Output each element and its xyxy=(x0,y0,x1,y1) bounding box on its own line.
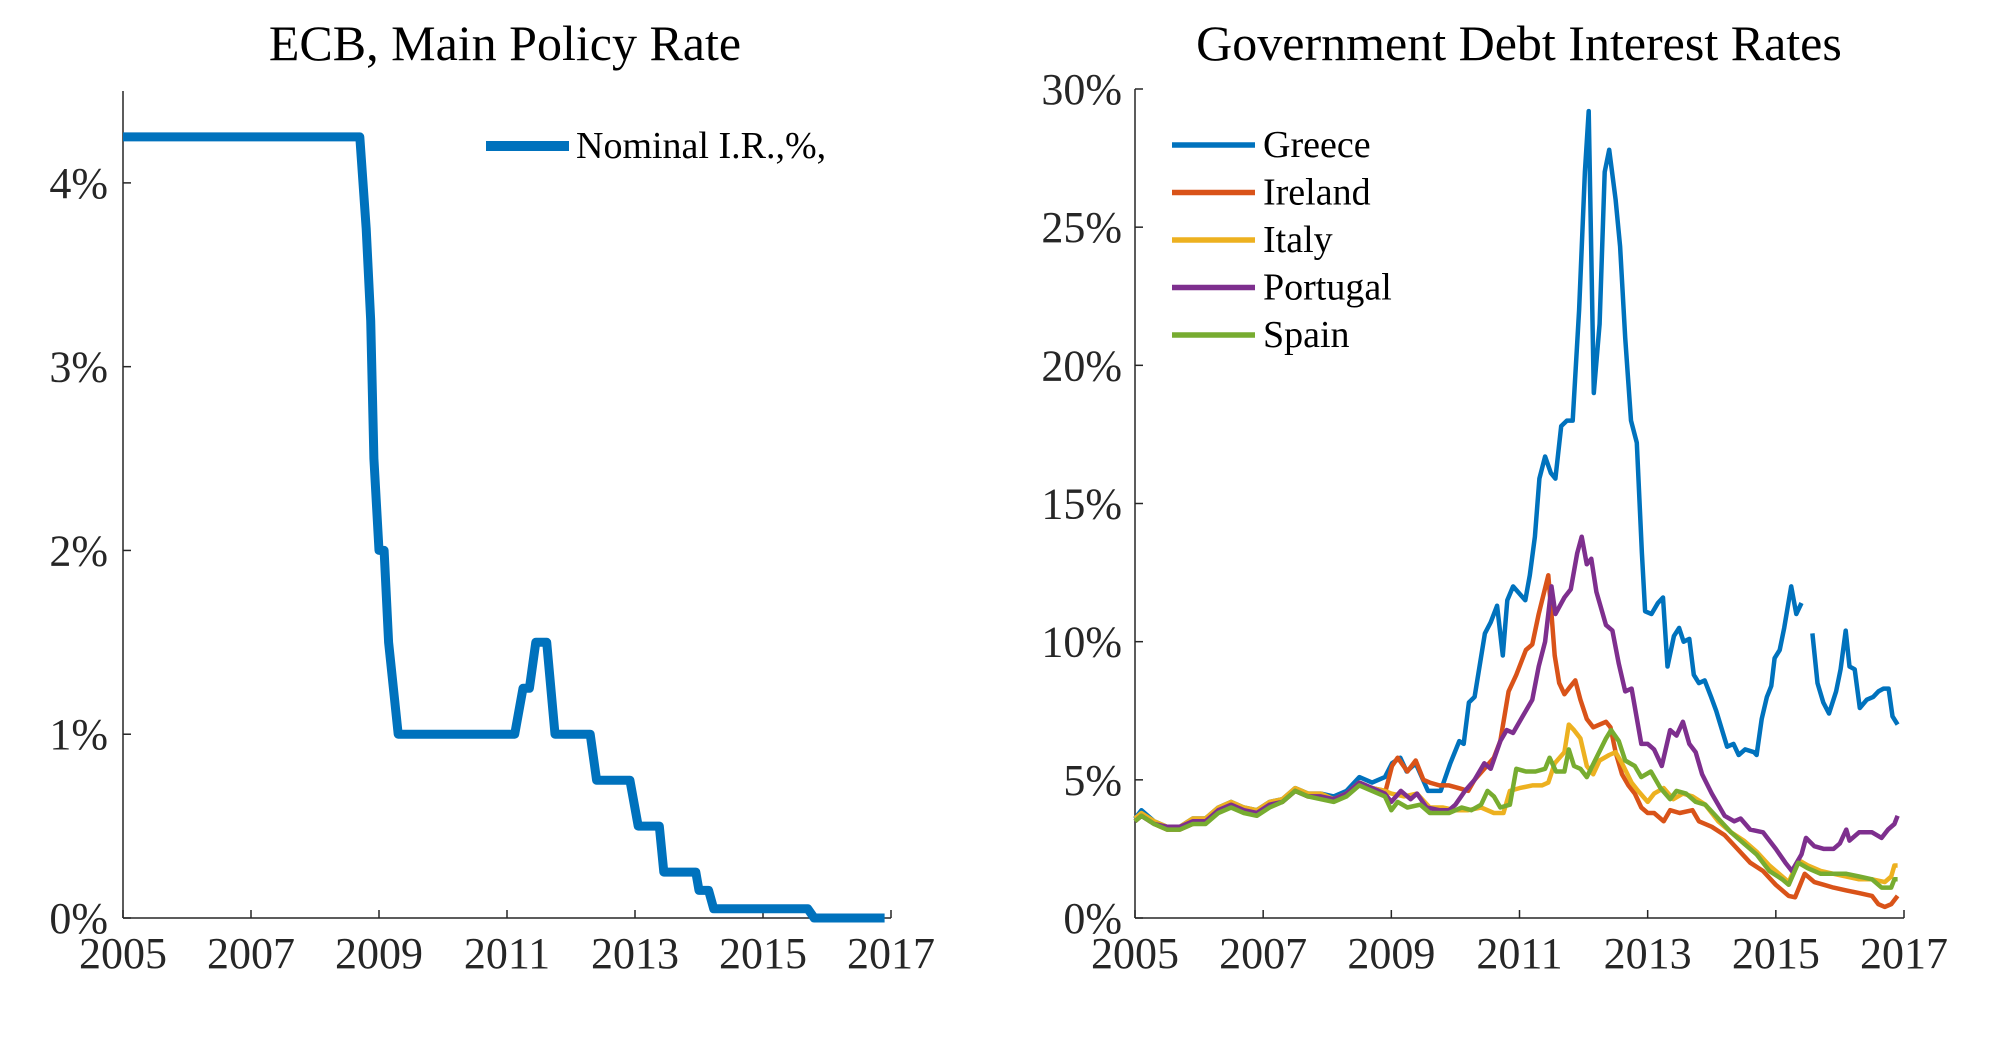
x-tick-label: 2011 xyxy=(464,929,550,978)
x-tick-label: 2013 xyxy=(591,929,679,978)
y-tick-label: 0% xyxy=(1063,894,1122,943)
y-tick-label: 10% xyxy=(1041,618,1122,667)
series-line-nominal-i-r xyxy=(123,132,885,923)
x-tick-label: 2013 xyxy=(1604,929,1692,978)
legend-label: Ireland xyxy=(1263,172,1371,214)
legend-label: Spain xyxy=(1263,314,1350,356)
series-line-spain xyxy=(1133,727,1898,890)
government-debt-rates-chart: Government Debt Interest Rates 2005 2007 2… xyxy=(1041,15,1948,978)
y-tick-label: 30% xyxy=(1041,65,1122,114)
y-tick-label: 15% xyxy=(1041,480,1122,529)
legend-label: Portugal xyxy=(1263,267,1392,309)
legend-label: Nominal I.R.,%, xyxy=(576,125,826,167)
y-tick-label: 1% xyxy=(49,710,108,759)
y-tick-label: 5% xyxy=(1063,756,1122,805)
y-tick-label: 25% xyxy=(1041,203,1122,252)
x-tick-label: 2009 xyxy=(335,929,423,978)
x-tick-label: 2017 xyxy=(1860,929,1948,978)
y-tick-label: 2% xyxy=(49,526,108,575)
y-tick-label: 4% xyxy=(49,159,108,208)
legend-label: Greece xyxy=(1263,124,1371,166)
x-tick-label: 2009 xyxy=(1347,929,1435,978)
x-tick-label: 2015 xyxy=(1732,929,1820,978)
x-tick-label: 2011 xyxy=(1476,929,1562,978)
chart-title: ECB, Main Policy Rate xyxy=(269,15,741,71)
ecb-policy-rate-chart: ECB, Main Policy Rate 2005 2007 2009 2011 20… xyxy=(49,15,935,978)
series-line-greece xyxy=(1810,628,1900,726)
x-tick-label: 2017 xyxy=(847,929,935,978)
y-tick-label: 0% xyxy=(49,894,108,943)
series-line-greece xyxy=(1133,108,1804,830)
legend-label: Italy xyxy=(1263,219,1333,261)
y-tick-label: 3% xyxy=(49,343,108,392)
y-tick-label: 20% xyxy=(1041,341,1122,390)
x-tick-label: 2005 xyxy=(1091,929,1179,978)
x-tick-label: 2015 xyxy=(719,929,807,978)
x-tick-label: 2007 xyxy=(207,929,295,978)
x-tick-label: 2005 xyxy=(79,929,167,978)
x-tick-label: 2007 xyxy=(1219,929,1307,978)
chart-title: Government Debt Interest Rates xyxy=(1196,15,1842,71)
